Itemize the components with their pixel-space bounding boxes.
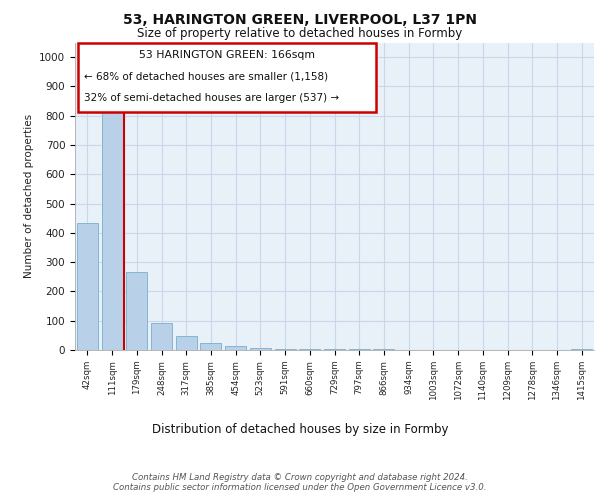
Bar (299, 349, 320, 350)
FancyBboxPatch shape (77, 42, 376, 112)
Text: 53 HARINGTON GREEN: 166sqm: 53 HARINGTON GREEN: 166sqm (139, 50, 315, 60)
Text: 32% of semi-detached houses are larger (537) →: 32% of semi-detached houses are larger (… (84, 93, 339, 103)
Bar (101, 110, 122, 350)
Bar (225, 346, 246, 350)
Bar (151, 323, 172, 350)
Y-axis label: Number of detached properties: Number of detached properties (23, 114, 34, 278)
Text: Contains HM Land Registry data © Crown copyright and database right 2024.
Contai: Contains HM Land Registry data © Crown c… (113, 473, 487, 492)
Text: 53, HARINGTON GREEN, LIVERPOOL, L37 1PN: 53, HARINGTON GREEN, LIVERPOOL, L37 1PN (123, 12, 477, 26)
Bar (176, 336, 197, 350)
Bar (200, 342, 221, 350)
Text: ← 68% of detached houses are smaller (1,158): ← 68% of detached houses are smaller (1,… (84, 72, 328, 82)
Bar (77, 222, 98, 350)
Bar (126, 272, 147, 350)
Text: Size of property relative to detached houses in Formby: Size of property relative to detached ho… (137, 28, 463, 40)
Bar (250, 348, 271, 350)
Bar (324, 349, 345, 350)
Bar (275, 348, 296, 350)
Text: Distribution of detached houses by size in Formby: Distribution of detached houses by size … (152, 422, 448, 436)
